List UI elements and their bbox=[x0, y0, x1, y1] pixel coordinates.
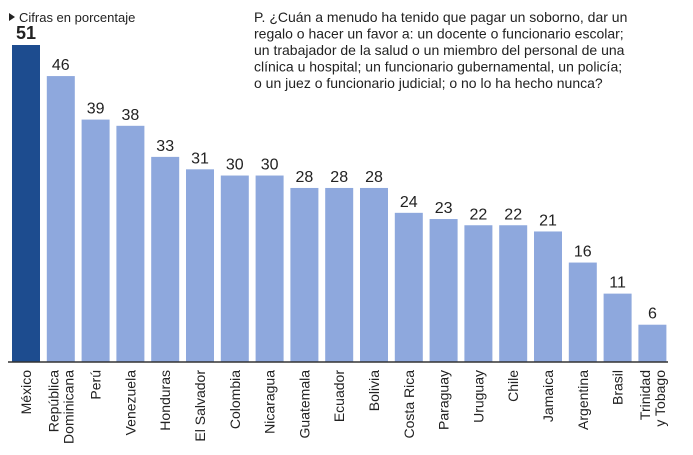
x-tick-label: México bbox=[18, 370, 34, 415]
value-label: 46 bbox=[52, 57, 70, 74]
bar bbox=[534, 231, 562, 362]
value-label: 31 bbox=[191, 150, 209, 167]
x-tick-label: Uruguay bbox=[470, 370, 486, 423]
value-label: 33 bbox=[156, 138, 174, 155]
bar bbox=[220, 175, 249, 362]
bar bbox=[394, 212, 423, 362]
value-label: 16 bbox=[574, 244, 592, 261]
value-label: 6 bbox=[648, 306, 657, 323]
x-tick-label: Paraguay bbox=[436, 370, 452, 430]
x-tick-label: Venezuela bbox=[122, 370, 138, 436]
question-line: clínica u hospital; un funcionario guber… bbox=[254, 59, 622, 75]
bar bbox=[12, 45, 40, 362]
bar bbox=[603, 293, 632, 362]
x-tick-label: Bolivia bbox=[366, 370, 382, 411]
x-tick-label: Costa Rica bbox=[401, 370, 417, 439]
bar bbox=[116, 125, 145, 362]
bar bbox=[46, 76, 75, 362]
value-label: 38 bbox=[122, 107, 140, 124]
value-label: 39 bbox=[87, 101, 105, 118]
value-label: 11 bbox=[609, 275, 626, 292]
x-tick-label: Argentina bbox=[575, 370, 591, 430]
question-line: P. ¿Cuán a menudo ha tenido que pagar un… bbox=[254, 9, 627, 25]
value-label: 22 bbox=[470, 206, 488, 223]
x-tick-label: Perú bbox=[88, 370, 104, 400]
question-line: un trabajador de la salud o un miembro d… bbox=[254, 42, 625, 58]
value-label: 28 bbox=[365, 169, 383, 186]
value-label: 23 bbox=[435, 200, 453, 217]
bar bbox=[255, 175, 284, 362]
bar bbox=[325, 187, 354, 362]
value-label: 24 bbox=[400, 194, 418, 211]
bar bbox=[360, 187, 388, 362]
x-tick-label: Trinidady Tobago bbox=[637, 370, 668, 427]
x-tick-label: Guatemala bbox=[296, 370, 312, 439]
x-tick-label: Brasil bbox=[610, 370, 626, 405]
x-tick-label: Nicaragua bbox=[262, 370, 278, 434]
x-tick-label: El Salvador bbox=[192, 370, 208, 442]
x-tick-label: Honduras bbox=[157, 370, 173, 431]
value-label: 28 bbox=[296, 169, 314, 186]
bar bbox=[568, 262, 597, 362]
chart-subtitle: Cifras en porcentaje bbox=[19, 10, 135, 25]
bar bbox=[499, 225, 528, 362]
value-label: 30 bbox=[261, 157, 279, 174]
x-tick-label: RepúblicaDominicana bbox=[45, 370, 76, 444]
bar bbox=[464, 225, 493, 362]
value-label: 51 bbox=[16, 23, 36, 43]
x-tick-label: Chile bbox=[505, 370, 521, 402]
value-label: 28 bbox=[330, 169, 348, 186]
question-line: o un juez o funcionario judicial; o no l… bbox=[254, 75, 603, 91]
bar bbox=[186, 169, 214, 362]
x-tick-label: Colombia bbox=[227, 370, 243, 429]
x-tick-label: Jamaica bbox=[540, 370, 556, 422]
question-line: regalo o hacer un favor a: un docente o … bbox=[254, 26, 624, 42]
value-label: 21 bbox=[539, 212, 557, 229]
x-tick-label: Ecuador bbox=[331, 370, 347, 422]
bar bbox=[290, 187, 319, 362]
value-label: 30 bbox=[226, 157, 244, 174]
bar bbox=[81, 119, 110, 363]
bar bbox=[638, 324, 667, 362]
bar bbox=[151, 156, 180, 362]
subtitle-marker bbox=[9, 13, 15, 21]
bar bbox=[429, 219, 458, 362]
value-label: 22 bbox=[504, 206, 522, 223]
